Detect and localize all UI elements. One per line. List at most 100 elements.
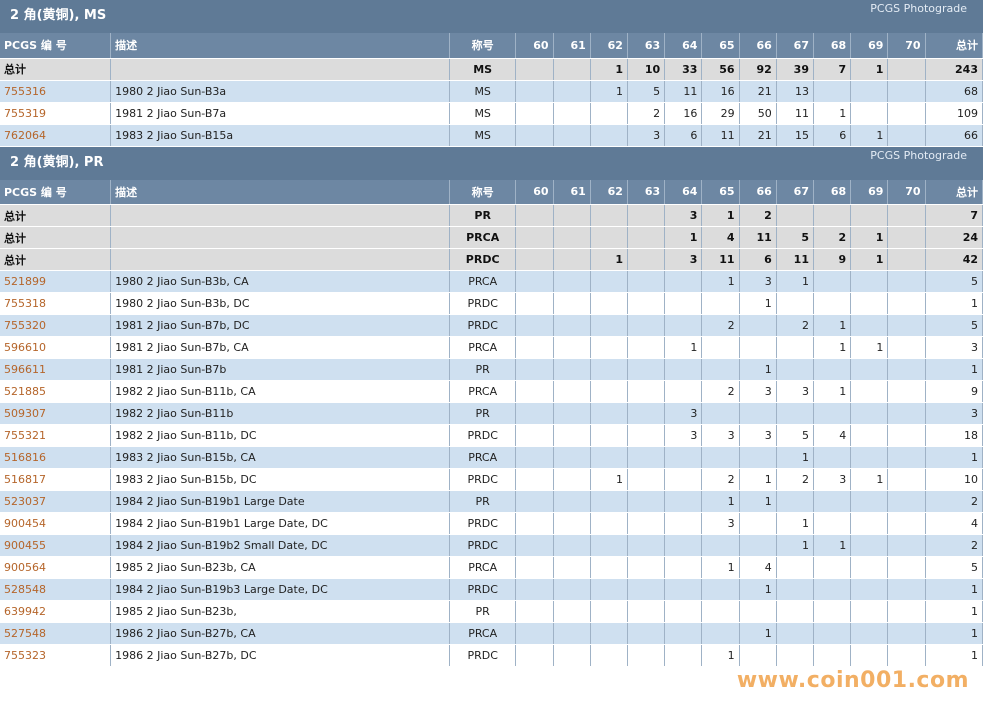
pcgs-number-link[interactable]: 521899 bbox=[0, 270, 112, 293]
column-header[interactable]: PCGS 编 号 bbox=[0, 179, 112, 205]
grade-count-cell bbox=[515, 102, 554, 125]
pcgs-number-link[interactable]: 755320 bbox=[0, 314, 112, 337]
column-header[interactable]: 70 bbox=[887, 33, 926, 59]
total-cell: 3 bbox=[925, 402, 983, 425]
designation-cell: PRDC bbox=[449, 512, 517, 535]
grade-count-cell bbox=[515, 644, 554, 667]
grade-count-cell bbox=[701, 578, 740, 601]
column-header[interactable]: 描述 bbox=[110, 179, 450, 205]
column-header[interactable]: 61 bbox=[553, 33, 591, 59]
grade-count-cell bbox=[887, 358, 926, 381]
grade-count-cell bbox=[776, 402, 814, 425]
total-row: 总计 PR 3 1 2 7 bbox=[0, 204, 983, 227]
column-header[interactable]: 63 bbox=[627, 33, 666, 59]
pcgs-number-link[interactable]: 521885 bbox=[0, 380, 112, 403]
pcgs-number-link[interactable]: 900564 bbox=[0, 556, 112, 579]
total-label: 总计 bbox=[0, 58, 112, 81]
pcgs-number-link[interactable]: 516817 bbox=[0, 468, 112, 491]
column-header[interactable]: 65 bbox=[701, 179, 740, 205]
grade-count-cell bbox=[850, 534, 889, 557]
pcgs-number-link[interactable]: 755319 bbox=[0, 102, 112, 125]
grade-count-cell: 9 bbox=[813, 248, 852, 271]
pcgs-number-link[interactable]: 900454 bbox=[0, 512, 112, 535]
column-header[interactable]: 61 bbox=[553, 179, 591, 205]
column-header[interactable]: 68 bbox=[813, 179, 852, 205]
column-header[interactable]: 60 bbox=[515, 179, 554, 205]
grade-count-cell bbox=[553, 534, 591, 557]
column-header[interactable]: 62 bbox=[590, 179, 628, 205]
grade-count-cell bbox=[813, 270, 852, 293]
grade-count-cell bbox=[590, 622, 628, 645]
table-row: 900454 1984 2 Jiao Sun-B19b1 Large Date, … bbox=[0, 512, 983, 535]
section-title: 2 角(黄铜), MS bbox=[10, 8, 107, 23]
grade-count-cell: 11 bbox=[776, 248, 814, 271]
photograde-link[interactable]: PCGS Photograde bbox=[870, 148, 967, 162]
column-header[interactable]: 65 bbox=[701, 33, 740, 59]
designation-cell: PRCA bbox=[449, 226, 517, 249]
empty-cell bbox=[110, 226, 450, 249]
column-header[interactable]: 63 bbox=[627, 179, 666, 205]
pcgs-number-link[interactable]: 516816 bbox=[0, 446, 112, 469]
column-header[interactable]: 称号 bbox=[449, 179, 517, 205]
total-cell: 42 bbox=[925, 248, 983, 271]
grade-count-cell bbox=[590, 204, 628, 227]
designation-cell: PRCA bbox=[449, 556, 517, 579]
grade-count-cell bbox=[590, 336, 628, 359]
pcgs-number-link[interactable]: 755316 bbox=[0, 80, 112, 103]
table-row: 755316 1980 2 Jiao Sun-B3a MS 1 5 11 16 21 13 68 bbox=[0, 80, 983, 103]
grade-count-cell bbox=[590, 578, 628, 601]
grade-count-cell bbox=[515, 380, 554, 403]
pcgs-number-link[interactable]: 528548 bbox=[0, 578, 112, 601]
total-cell: 3 bbox=[925, 336, 983, 359]
grade-count-cell bbox=[553, 358, 591, 381]
grade-count-cell bbox=[850, 402, 889, 425]
grade-count-cell: 3 bbox=[739, 380, 777, 403]
pcgs-number-link[interactable]: 755321 bbox=[0, 424, 112, 447]
column-header[interactable]: 描述 bbox=[110, 33, 450, 59]
pcgs-number-link[interactable]: 596610 bbox=[0, 336, 112, 359]
grade-count-cell bbox=[553, 578, 591, 601]
grade-count-cell bbox=[515, 124, 554, 147]
column-header[interactable]: 70 bbox=[887, 179, 926, 205]
pcgs-number-link[interactable]: 527548 bbox=[0, 622, 112, 645]
table-row: 516817 1983 2 Jiao Sun-B15b, DC PRDC 1 2 1 2 3 1… bbox=[0, 468, 983, 491]
grade-count-cell: 1 bbox=[590, 80, 628, 103]
designation-cell: MS bbox=[449, 80, 517, 103]
column-header[interactable]: 64 bbox=[664, 33, 703, 59]
column-header[interactable]: PCGS 编 号 bbox=[0, 33, 112, 59]
grade-count-cell: 1 bbox=[776, 512, 814, 535]
grade-count-cell: 2 bbox=[627, 102, 666, 125]
pcgs-number-link[interactable]: 900455 bbox=[0, 534, 112, 557]
pcgs-number-link[interactable]: 755318 bbox=[0, 292, 112, 315]
grade-count-cell: 2 bbox=[701, 380, 740, 403]
column-header[interactable]: 64 bbox=[664, 179, 703, 205]
grade-count-cell: 1 bbox=[590, 248, 628, 271]
description-cell: 1981 2 Jiao Sun-B7a bbox=[110, 102, 450, 125]
total-cell: 2 bbox=[925, 534, 983, 557]
grade-count-cell: 33 bbox=[664, 58, 703, 81]
column-header[interactable]: 总计 bbox=[925, 33, 983, 59]
column-header[interactable]: 67 bbox=[776, 33, 814, 59]
column-header[interactable]: 69 bbox=[850, 33, 889, 59]
pcgs-number-link[interactable]: 596611 bbox=[0, 358, 112, 381]
pcgs-number-link[interactable]: 509307 bbox=[0, 402, 112, 425]
pcgs-number-link[interactable]: 762064 bbox=[0, 124, 112, 147]
column-header[interactable]: 62 bbox=[590, 33, 628, 59]
designation-cell: PRDC bbox=[449, 644, 517, 667]
photograde-link[interactable]: PCGS Photograde bbox=[870, 2, 967, 15]
pcgs-number-link[interactable]: 639942 bbox=[0, 600, 112, 623]
column-header[interactable]: 67 bbox=[776, 179, 814, 205]
total-cell: 1 bbox=[925, 600, 983, 623]
column-header[interactable]: 称号 bbox=[449, 33, 517, 59]
column-header[interactable]: 68 bbox=[813, 33, 852, 59]
column-header[interactable]: 60 bbox=[515, 33, 554, 59]
grade-count-cell bbox=[590, 424, 628, 447]
grade-count-cell bbox=[701, 446, 740, 469]
grade-count-cell: 2 bbox=[776, 314, 814, 337]
pcgs-number-link[interactable]: 755323 bbox=[0, 644, 112, 667]
column-header[interactable]: 66 bbox=[739, 179, 777, 205]
pcgs-number-link[interactable]: 523037 bbox=[0, 490, 112, 513]
column-header[interactable]: 总计 bbox=[925, 179, 983, 205]
column-header[interactable]: 69 bbox=[850, 179, 889, 205]
column-header[interactable]: 66 bbox=[739, 33, 777, 59]
